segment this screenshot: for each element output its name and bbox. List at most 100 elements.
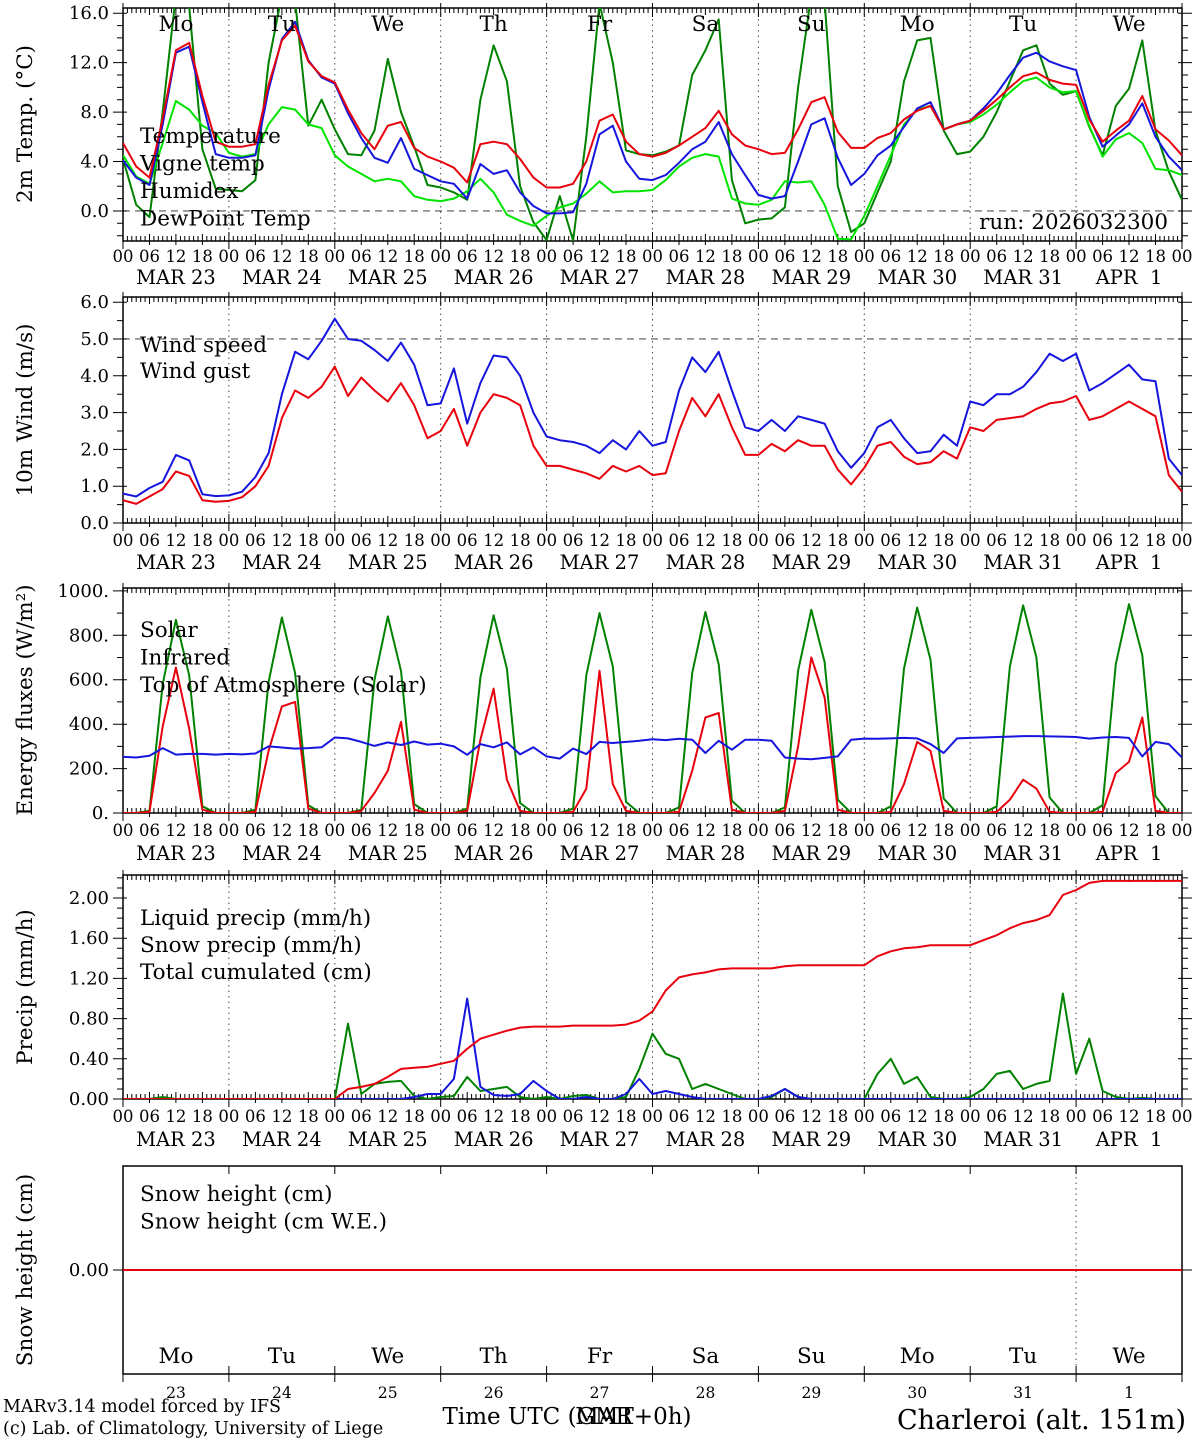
xtick-label: 12 xyxy=(1013,1107,1034,1126)
xtick-label: 12 xyxy=(377,821,398,840)
xtick-label: 06 xyxy=(986,1107,1007,1126)
date-label: MAR 23 xyxy=(136,551,216,574)
xtick-label: 00 xyxy=(854,531,875,550)
date-label: MAR 30 xyxy=(877,266,957,289)
xtick-label: 06 xyxy=(139,531,160,550)
day-label: Mo xyxy=(900,1344,935,1369)
xtick-label: 18 xyxy=(1145,531,1166,550)
xtick-label: 00 xyxy=(536,1107,557,1126)
xtick-label: 12 xyxy=(483,531,504,550)
series-dewpoint-temp-line xyxy=(123,76,1182,241)
legend-vigne-temp: Vigne temp xyxy=(139,152,265,177)
ytick-label: 0.0 xyxy=(80,201,109,222)
day-number: 25 xyxy=(378,1384,398,1402)
y-axis-title-precip: Precip (mm/h) xyxy=(13,909,38,1065)
xtick-label: 12 xyxy=(801,247,822,266)
panel-border xyxy=(122,296,1183,524)
day-label: Fr xyxy=(587,1344,613,1369)
day-label: Mo xyxy=(158,12,193,37)
xtick-label: 12 xyxy=(1013,821,1034,840)
day-label: Fr xyxy=(587,12,613,37)
xtick-label: 18 xyxy=(933,821,954,840)
xtick-label: 00 xyxy=(960,531,981,550)
credit-line-1: MARv3.14 model forced by IFS xyxy=(3,1397,281,1417)
xtick-label: 00 xyxy=(854,1107,875,1126)
legend-top-of-atmosphere-solar: Top of Atmosphere (Solar) xyxy=(140,673,427,698)
day-number: 27 xyxy=(590,1384,610,1402)
xtick-label: 06 xyxy=(139,821,160,840)
date-label: MAR 28 xyxy=(666,1128,746,1151)
xtick-label: 18 xyxy=(192,531,213,550)
xtick-label: 12 xyxy=(483,247,504,266)
ytick-label: 0. xyxy=(92,803,109,824)
xtick-label: 12 xyxy=(1119,531,1140,550)
xtick-label: 18 xyxy=(827,531,848,550)
xtick-label: 18 xyxy=(1145,1107,1166,1126)
xtick-label: 18 xyxy=(1039,247,1060,266)
x-axis-title: Time UTC (GMT+0h) xyxy=(443,1404,692,1430)
xtick-label: 12 xyxy=(1119,247,1140,266)
ytick-label: 1.60 xyxy=(69,928,109,949)
xtick-label: 12 xyxy=(165,1107,186,1126)
xtick-label: 00 xyxy=(642,821,663,840)
xtick-label: 18 xyxy=(933,1107,954,1126)
y-axis-title-snow: Snow height (cm) xyxy=(13,1174,38,1367)
xtick-label: 12 xyxy=(801,531,822,550)
xtick-label: 00 xyxy=(1172,1107,1193,1126)
xtick-label: 06 xyxy=(351,247,372,266)
xtick-label: 00 xyxy=(642,1107,663,1126)
xtick-label: 06 xyxy=(563,821,584,840)
ytick-label: 0.80 xyxy=(69,1009,109,1030)
xtick-label: 00 xyxy=(113,821,134,840)
xtick-label: 00 xyxy=(430,821,451,840)
date-label: APR 1 xyxy=(1095,1128,1163,1151)
xtick-label: 18 xyxy=(1039,821,1060,840)
series-top-of-atmosphere-solar-line xyxy=(123,603,1182,813)
y-ticks xyxy=(113,877,1192,1100)
xtick-label: 06 xyxy=(986,821,1007,840)
y-axis-title-temp: 2m Temp. (°C) xyxy=(13,45,38,203)
legend-snow-precip-mm-h: Snow precip (mm/h) xyxy=(140,933,362,958)
xtick-label: 00 xyxy=(960,247,981,266)
xtick-label: 00 xyxy=(748,531,769,550)
legend-snow-height-cm: Snow height (cm) xyxy=(140,1182,333,1207)
day-label: We xyxy=(1113,1344,1146,1369)
legend-temperature: Temperature xyxy=(140,124,281,149)
xtick-label: 06 xyxy=(351,531,372,550)
day-number: 30 xyxy=(907,1384,927,1402)
xtick-label: 18 xyxy=(616,821,637,840)
xtick-label: 00 xyxy=(430,1107,451,1126)
day-label: Th xyxy=(480,1344,508,1369)
y-ticks xyxy=(113,301,1192,524)
xtick-label: 18 xyxy=(298,247,319,266)
xtick-label: 12 xyxy=(271,247,292,266)
xtick-label: 06 xyxy=(668,1107,689,1126)
xtick-label: 12 xyxy=(271,821,292,840)
ytick-label: 16.0 xyxy=(69,3,109,24)
series-wind-gust-line xyxy=(123,317,1182,498)
ytick-label: 0.00 xyxy=(69,1260,109,1281)
xtick-label: 12 xyxy=(907,821,928,840)
xtick-label: 12 xyxy=(483,821,504,840)
xtick-label: 00 xyxy=(1172,247,1193,266)
xtick-label: 06 xyxy=(1092,247,1113,266)
date-label: MAR 29 xyxy=(771,1128,851,1151)
xtick-label: 00 xyxy=(430,247,451,266)
legend-solar: Solar xyxy=(140,618,198,643)
date-label: MAR 23 xyxy=(136,842,216,865)
xtick-label: 00 xyxy=(324,247,345,266)
date-label: APR 1 xyxy=(1095,551,1163,574)
date-label: MAR 31 xyxy=(983,1128,1063,1151)
ytick-label: 1.0 xyxy=(80,476,109,497)
series-temperature-line xyxy=(123,24,1182,189)
xtick-label: 12 xyxy=(695,531,716,550)
xtick-label: 00 xyxy=(218,247,239,266)
ytick-label: 4.0 xyxy=(80,366,109,387)
xtick-label: 06 xyxy=(986,531,1007,550)
date-label: MAR 31 xyxy=(983,551,1063,574)
xtick-label: 06 xyxy=(774,1107,795,1126)
date-label: MAR 29 xyxy=(771,266,851,289)
xtick-label: 18 xyxy=(404,531,425,550)
